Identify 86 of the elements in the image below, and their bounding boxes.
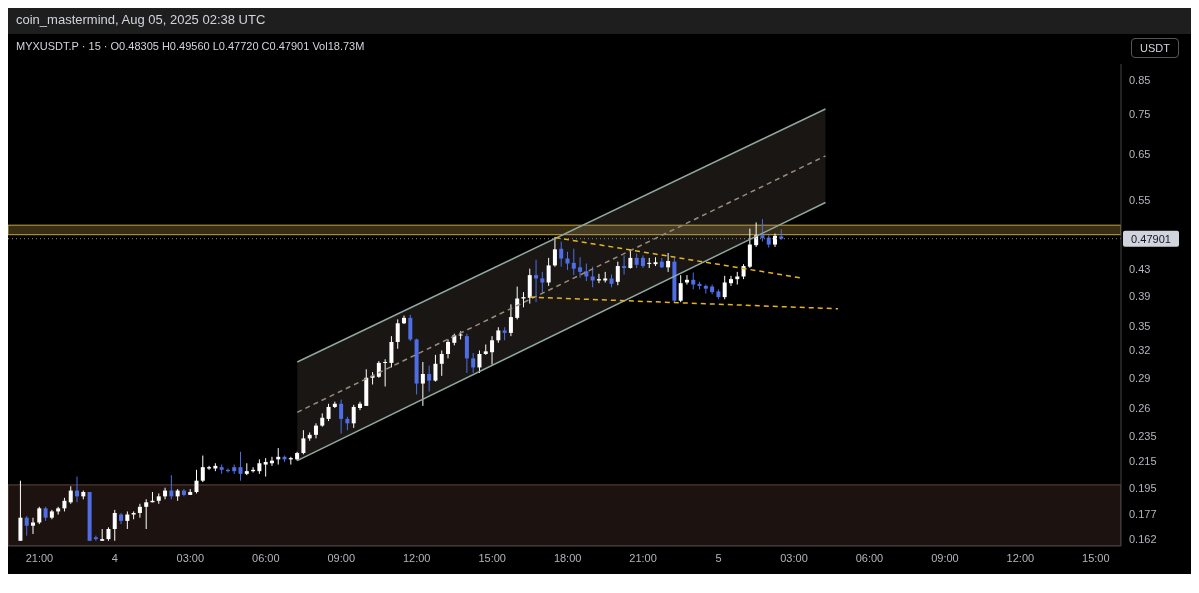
candlestick [238,451,243,482]
candlestick [490,335,495,366]
candlestick [200,455,205,483]
candlestick [552,236,557,268]
candlestick [137,503,142,519]
candlestick [760,218,765,243]
x-tick-label: 06:00 [252,551,280,564]
candlestick [24,515,29,537]
candlestick [615,261,620,286]
candlestick [565,251,570,271]
candlestick [728,275,733,287]
candlestick [395,318,400,350]
candlestick [722,275,727,300]
y-tick-label: 0.65 [1129,148,1151,161]
x-tick-label: 4 [111,551,118,564]
y-tick-label: 0.43 [1129,262,1151,275]
chart-subtitle: MYXUSDT.P · 15 · O0.48305 H0.49560 L0.47720 C0.47901 Vol18.73M [16,40,365,52]
y-tick-label: 0.55 [1129,194,1151,207]
x-tick-label: 5 [715,551,722,564]
x-tick-label: 09:00 [327,551,356,564]
y-tick-label: 0.32 [1129,344,1151,357]
y-tick-label: 0.195 [1129,481,1157,494]
y-tick-label: 0.85 [1129,73,1151,86]
candlestick [540,271,545,295]
y-tick-label: 0.35 [1129,319,1151,332]
x-tick-label: 12:00 [402,551,431,564]
x-tick-label: 09:00 [931,551,959,564]
x-tick-label: 21:00 [629,551,657,564]
y-tick-label: 0.26 [1129,401,1151,414]
candlestick [446,338,451,359]
chart-title: coin_mastermind, Aug 05, 2025 02:38 UTC [8,8,1191,34]
x-tick-label: 15:00 [478,551,506,564]
candlestick [477,349,482,374]
candlestick [408,314,413,342]
candlestick [351,404,356,429]
y-tick-label: 0.162 [1129,532,1157,545]
y-tick-label: 0.75 [1129,108,1151,121]
candlestick [515,286,520,320]
candlestick [647,257,652,269]
x-tick-label: 18:00 [553,551,582,564]
y-tick-label: 0.215 [1129,454,1157,467]
y-axis-title: USDT [1131,38,1179,58]
ref-line-label: 0.47901 [1131,232,1171,245]
candlestick [527,268,532,305]
candlestick [534,259,539,303]
candlestick [666,252,671,273]
candlestick [93,535,98,542]
candlestick [427,365,432,392]
candlestick [747,228,752,269]
x-tick-label: 12:00 [1006,551,1035,564]
y-tick-label: 0.235 [1129,429,1157,442]
candlestick [546,257,551,287]
x-tick-label: 03:00 [176,551,205,564]
candlestick [301,429,306,455]
x-tick-label: 03:00 [780,551,808,564]
candlestick [420,361,425,407]
candlestick [471,352,476,374]
candlestick [508,303,513,337]
candlestick [263,457,268,478]
y-tick-label: 0.39 [1129,289,1151,302]
candlestick [628,250,633,270]
y-tick-label: 0.29 [1129,371,1151,384]
candlestick [590,266,595,288]
x-tick-label: 15:00 [1082,551,1110,564]
candlestick [119,512,124,525]
candlestick [207,465,212,471]
x-tick-label: 21:00 [25,551,54,564]
candlestick [578,256,583,279]
candlestick [678,274,683,303]
candlestick [112,509,117,542]
candlestick [559,241,564,268]
y-tick-label: 0.177 [1129,508,1157,521]
candlestick [357,401,362,411]
candlestick [571,248,576,276]
candlestick [464,333,469,374]
candlestick [31,517,36,535]
candlestick [194,469,199,494]
candlestick [433,354,438,383]
candlestick [389,335,394,368]
x-tick-label: 06:00 [855,551,884,564]
candlestick [439,349,444,377]
candlestick [144,498,149,530]
candlestick [622,254,627,275]
candlestick [339,399,344,435]
candlestick [383,358,388,387]
candlestick [18,480,23,542]
